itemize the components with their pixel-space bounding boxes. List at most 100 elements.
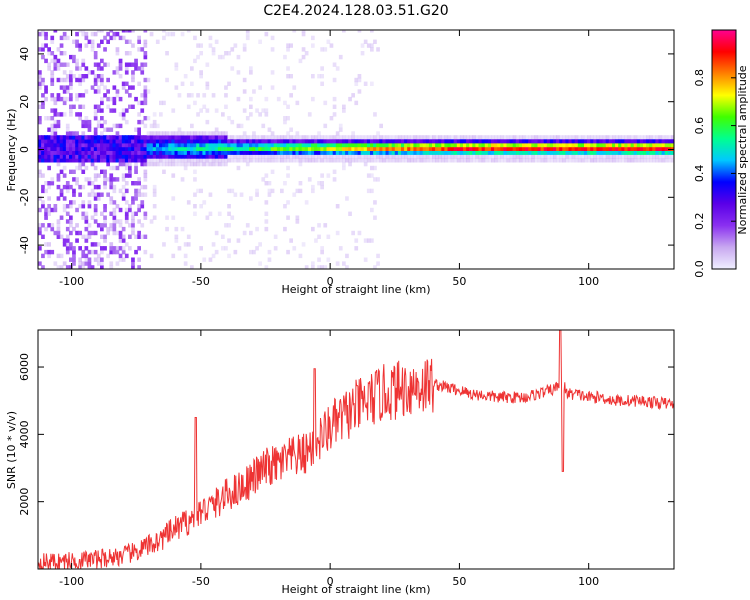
heatmap-cell: [56, 253, 61, 259]
heatmap-cell: [193, 211, 197, 216]
heatmap-cell: [109, 249, 114, 255]
heatmap-cell: [298, 146, 303, 151]
heatmap-cell: [478, 146, 483, 151]
heatmap-cell: [78, 74, 82, 79]
heatmap-cell: [258, 142, 262, 148]
heatmap-cell: [137, 181, 141, 186]
heatmap-cell: [627, 154, 632, 159]
heatmap-cell: [59, 215, 64, 220]
heatmap-cell: [661, 150, 666, 155]
heatmap-cell: [565, 154, 570, 159]
heatmap-cell: [69, 246, 73, 251]
heatmap-cell: [323, 100, 328, 106]
heatmap-cell: [72, 104, 76, 109]
heatmap-cell: [568, 146, 573, 151]
heatmap-cell: [134, 66, 138, 71]
heatmap-cell: [96, 257, 101, 262]
heatmap-cell: [590, 150, 594, 155]
heatmap-cell: [162, 142, 166, 148]
heatmap-cell: [72, 200, 76, 205]
heatmap-cell: [90, 265, 95, 269]
heatmap-cell: [615, 139, 619, 144]
heatmap-cell: [41, 154, 45, 159]
heatmap-cell: [370, 158, 374, 163]
heatmap-cell: [447, 142, 452, 148]
heatmap-cell: [363, 146, 368, 151]
heatmap-cell: [264, 219, 269, 224]
heatmap-cell: [100, 131, 104, 136]
heatmap-cell: [497, 146, 501, 151]
heatmap-cell: [556, 135, 560, 140]
heatmap-cell: [373, 139, 377, 144]
heatmap-cell: [118, 150, 123, 155]
heatmap-cell: [528, 150, 532, 155]
heatmap-cell: [134, 154, 138, 159]
heatmap-cell: [450, 139, 455, 144]
heatmap-cell: [261, 142, 266, 148]
heatmap-cell: [190, 142, 194, 148]
heatmap-cell: [664, 158, 669, 163]
heatmap-cell: [556, 158, 560, 163]
heatmap-cell: [50, 131, 55, 136]
heatmap-cell: [612, 135, 616, 140]
heatmap-cell: [391, 135, 396, 140]
heatmap-cell: [165, 154, 169, 159]
heatmap-cell: [109, 150, 114, 155]
heatmap-cell: [351, 142, 355, 148]
heatmap-cell: [559, 150, 563, 155]
heatmap-cell: [56, 135, 61, 140]
heatmap-cell: [140, 142, 145, 148]
heatmap-cell: [370, 81, 374, 86]
heatmap-cell: [65, 181, 70, 186]
heatmap-cell: [146, 150, 151, 155]
heatmap-cell: [509, 158, 514, 163]
heatmap-cell: [214, 150, 219, 155]
heatmap-cell: [301, 242, 306, 247]
heatmap-cell: [376, 158, 380, 163]
heatmap-cell: [128, 150, 132, 155]
heatmap-cell: [574, 158, 579, 163]
heatmap-cell: [304, 158, 309, 163]
heatmap-cell: [131, 77, 135, 83]
heatmap-cell: [258, 39, 262, 44]
heatmap-cell: [373, 154, 377, 159]
heatmap-cell: [134, 96, 138, 102]
heatmap-cell: [59, 188, 64, 194]
heatmap-cell: [62, 207, 67, 213]
heatmap-cell: [134, 62, 138, 67]
heatmap-cell: [38, 158, 42, 163]
heatmap-cell: [112, 230, 117, 236]
heatmap-cell: [373, 39, 377, 44]
heatmap-cell: [497, 139, 501, 144]
heatmap-cell: [137, 35, 141, 41]
heatmap-cell: [199, 139, 203, 144]
heatmap-cell: [87, 177, 92, 182]
heatmap-cell: [118, 112, 123, 117]
heatmap-cell: [245, 139, 250, 144]
heatmap-cell: [658, 135, 663, 140]
heatmap-cell: [531, 135, 535, 140]
heatmap-cell: [311, 35, 315, 41]
heatmap-cell: [639, 142, 644, 148]
heatmap-cell: [146, 158, 151, 163]
heatmap-cell: [543, 139, 548, 144]
heatmap-cell: [81, 74, 86, 79]
heatmap-cell: [100, 226, 104, 232]
heatmap-cell: [41, 30, 45, 33]
heatmap-cell: [630, 142, 635, 148]
snr-x-tick-label: -50: [192, 575, 210, 588]
heatmap-cell: [239, 123, 244, 129]
heatmap-cell: [186, 139, 191, 144]
heatmap-cell: [425, 146, 430, 151]
spectrogram-x-tick-label: 50: [452, 275, 466, 288]
heatmap-cell: [44, 146, 48, 151]
heatmap-cell: [354, 100, 359, 106]
heatmap-cell: [93, 211, 98, 216]
heatmap-cell: [115, 89, 120, 94]
heatmap-cell: [664, 139, 669, 144]
heatmap-cell: [134, 234, 138, 239]
heatmap-cell: [50, 108, 55, 113]
heatmap-cell: [292, 154, 297, 159]
heatmap-cell: [44, 85, 48, 90]
heatmap-cell: [72, 188, 76, 194]
